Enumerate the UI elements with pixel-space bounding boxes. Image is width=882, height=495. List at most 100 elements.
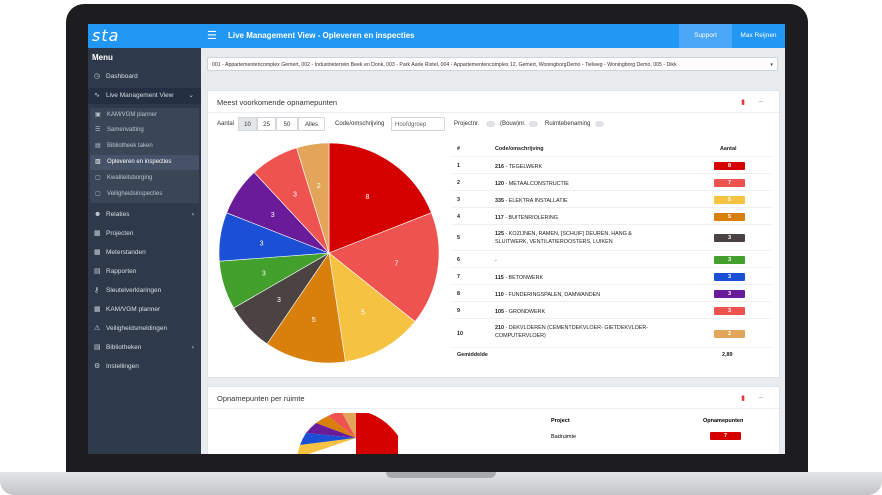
pie-slice-label: 3 (293, 191, 297, 198)
subnav-item-label: KAM/VGM planner (107, 112, 158, 118)
sidebar-item-bibliotheken[interactable]: ▤ Bibliotheken ‹ (88, 340, 201, 356)
row-count-badge: 5 (714, 195, 745, 204)
subnav-item-opleveren-en-inspecties[interactable]: ▥ Opleveren en inspecties (90, 155, 199, 170)
pie-slice[interactable] (328, 252, 416, 363)
table-row[interactable]: 2 120 - METAALCONSTRUCTIE 7 (452, 173, 772, 190)
row-count-badge: 3 (714, 289, 745, 298)
book-icon: ▤ (95, 143, 101, 149)
subnav-item-veiligheidsinspecties[interactable]: ▢ Veiligheidsinspecties (90, 187, 199, 202)
row-index: 10 (457, 330, 463, 337)
panel-title: Meest voorkomende opnamepunten (217, 98, 338, 107)
sidebar-item-instellingen[interactable]: ⚙ Instellingen (88, 359, 201, 375)
pie-slice[interactable] (266, 252, 346, 364)
pie-slice[interactable] (328, 142, 432, 254)
row-count-badge: 3 (714, 234, 745, 242)
ruimtebenaming-label: Ruimtebenaming (545, 121, 591, 127)
row-description: - (495, 257, 655, 265)
dashboard-icon: ◷ (94, 73, 101, 80)
sidebar-item-kam-vgm-planner[interactable]: ▦ KAM/VGM planner (88, 302, 201, 318)
subnav-item-bibliotheek-taken[interactable]: ▤ Bibliotheek taken (90, 139, 199, 154)
table-row[interactable]: 4 117 - BUITENRIOLERING 5 (452, 207, 772, 224)
subnav-item-kam-vgm-planner[interactable]: ▣ KAM/VGM planner (90, 108, 199, 123)
avg-label: Gemiddelde (457, 352, 488, 358)
sidebar-item-label: Meterstanden (106, 249, 146, 256)
table-footer: Gemiddelde 2,89 (452, 347, 772, 363)
logo[interactable]: sta (88, 24, 201, 48)
table-row[interactable]: 6 - 3 (452, 250, 772, 267)
pie-slice-label: 3 (262, 271, 266, 278)
aantal-option-25[interactable]: 25 (257, 117, 276, 131)
aantal-option-50[interactable]: 50 (276, 117, 298, 131)
row-description: 110 - FUNDERINGSPALEN, DAMWANDEN (495, 291, 655, 299)
row-description: 210 - DEKVLOEREN (CEMENTDEKVLOER- GIETDE… (495, 324, 655, 340)
hamburger-icon[interactable]: ☰ (207, 30, 217, 42)
subnav-item-kwaliteitsborging[interactable]: ▢ Kwaliteitsborging (90, 171, 199, 186)
code-omschrijving-select[interactable]: Hoofdgroep (391, 117, 445, 131)
project-filter-select[interactable]: 001 - Appartementencomplex Gemert, 002 -… (207, 57, 778, 71)
clipboard-icon: ▥ (95, 159, 101, 165)
row-code: 210 (495, 325, 504, 331)
row-separator: - (504, 197, 509, 204)
logo-text: sta (92, 26, 120, 45)
row-code: 110 (495, 291, 504, 298)
sidebar-item-veiligheidsmeldingen[interactable]: ⚠ Veiligheidsmeldingen (88, 321, 201, 337)
row-description: 335 - ELEKTRA INSTALLATIE (495, 197, 655, 205)
row-desc: DEKVLOEREN (CEMENTDEKVLOER- GIETDEKVLOER… (495, 325, 649, 339)
table-row[interactable]: 10 210 - DEKVLOEREN (CEMENTDEKVLOER- GIET… (452, 318, 772, 347)
sidebar-item-projecten[interactable]: ▦ Projecten (88, 226, 201, 242)
user-menu[interactable]: Max Reijnen (740, 32, 777, 39)
table-row[interactable]: 9 105 - GRONDWERK 3 (452, 301, 772, 318)
calendar-icon: ▦ (94, 306, 101, 313)
pie-slice-label: 8 (365, 194, 369, 201)
table-row[interactable]: 5 125 - KOZIJNEN, RAMEN, [SCHUIF] DEUREN,… (452, 224, 772, 250)
row-description: 115 - BETONWERK (495, 274, 655, 282)
minimize-icon[interactable]: – (758, 393, 763, 402)
table-row[interactable]: 3 335 - ELEKTRA INSTALLATIE 5 (452, 190, 772, 207)
sidebar-item-label: Instellingen (106, 363, 139, 370)
shield-icon: ▢ (95, 191, 101, 197)
sidebar-item-dashboard[interactable]: ◷ Dashboard (88, 69, 201, 85)
row-count-badge: 2 (714, 329, 745, 338)
sidebar-item-sleutelverklaringen[interactable]: ⚷ Sleutelverklaringen (88, 283, 201, 299)
row-code: 115 (495, 274, 504, 281)
row-separator: - (504, 231, 509, 237)
pie-slice[interactable] (296, 142, 330, 254)
row-description: 120 - METAALCONSTRUCTIE (495, 180, 655, 188)
sidebar-item-relaties[interactable]: ☻ Relaties ‹ (88, 207, 201, 223)
table-row[interactable]: 7 115 - BETONWERK 3 (452, 267, 772, 284)
pie-slice[interactable] (328, 212, 440, 323)
pie2-slice (356, 413, 398, 454)
aantal-label: Aantal (217, 121, 235, 127)
calendar-icon: ▣ (95, 112, 101, 118)
table-row[interactable]: 8 110 - FUNDERINGSPALEN, DAMWANDEN 3 (452, 284, 772, 301)
row-count-badge: 7 (710, 432, 741, 440)
aantal-option-alles[interactable]: Alles (298, 117, 325, 131)
row-count-badge: 8 (714, 161, 745, 170)
table-row[interactable]: 1 216 - TEGELWERK 8 (452, 156, 772, 173)
sidebar-item-rapporten[interactable]: ▤ Rapporten (88, 264, 201, 280)
pie-chart: 8 7 5 5 3 3 3 3 3 2 (218, 142, 440, 364)
trash-icon[interactable]: ▮ (741, 395, 745, 402)
subnav-item-samenvatting[interactable]: ☰ Samenvatting (90, 123, 199, 138)
ruimtebenaming-toggle[interactable] (595, 121, 604, 127)
support-button[interactable]: Support (679, 24, 732, 48)
projectnr-toggle[interactable] (486, 121, 495, 127)
row-description: 105 - GRONDWERK (495, 308, 655, 316)
bouwnr-toggle[interactable] (529, 121, 538, 127)
top-bar: ☰ Live Management View - Opleveren en in… (201, 24, 785, 48)
aantal-option-10[interactable]: 10 (238, 117, 257, 131)
panel-title: Opnamepunten per ruimte (217, 394, 305, 403)
row-count-badge: 7 (714, 178, 745, 187)
app-screen: sta Menu ◷ Dashboard ∿ Live Management Vie… (88, 24, 785, 454)
row-description: 117 - BUITENRIOLERING (495, 214, 655, 222)
sidebar-item-live-management-view[interactable]: ∿ Live Management View ⌄ (88, 88, 201, 104)
pie-slice-label: 7 (394, 261, 398, 268)
minimize-icon[interactable]: – (758, 97, 763, 106)
trash-icon[interactable]: ▮ (741, 99, 745, 106)
sidebar-item-meterstanden[interactable]: ▦ Meterstanden (88, 245, 201, 261)
row-code: 216 (495, 163, 504, 170)
sidebar-item-label: Dashboard (106, 73, 138, 80)
sidebar-item-label: Relaties (106, 211, 130, 218)
pie-slice-label: 3 (271, 212, 275, 219)
row-description: 216 - TEGELWERK (495, 163, 655, 171)
